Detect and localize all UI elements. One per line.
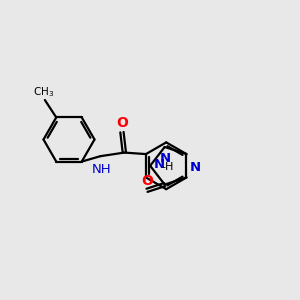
Text: O: O (141, 174, 153, 188)
Text: -H: -H (161, 162, 173, 172)
Text: CH$_3$: CH$_3$ (33, 85, 54, 99)
Text: NH: NH (92, 163, 111, 176)
Text: O: O (116, 116, 128, 130)
Text: N: N (154, 158, 165, 171)
Text: N: N (190, 161, 201, 174)
Text: N: N (160, 152, 171, 165)
